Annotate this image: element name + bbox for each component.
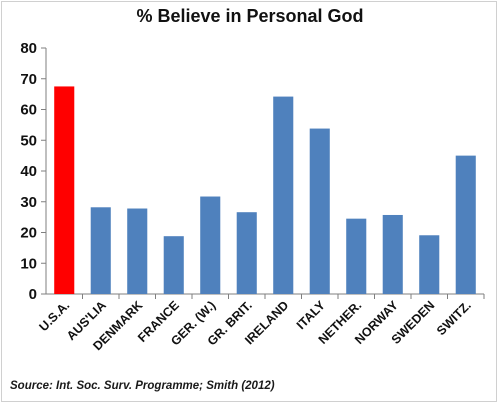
x-tick-label-11: SWITZ.: [434, 298, 474, 338]
bar-9: [382, 214, 403, 294]
y-tick-label: 50: [20, 132, 37, 149]
y-tick-label: 10: [20, 255, 37, 272]
source-note: Source: Int. Soc. Surv. Programme; Smith…: [10, 380, 275, 392]
y-tick-label: 80: [20, 40, 37, 57]
bar-10: [419, 235, 440, 294]
y-tick-label: 70: [20, 71, 37, 88]
bar-0: [54, 86, 75, 294]
y-tick-label: 0: [29, 286, 37, 303]
x-tick-label-7: ITALY: [294, 298, 328, 332]
bar-5: [236, 212, 257, 294]
bar-3: [163, 236, 184, 294]
x-tick-label-0: U.S.A.: [36, 298, 72, 334]
bar-7: [309, 128, 330, 294]
bar-4: [200, 196, 221, 294]
bar-11: [455, 155, 476, 294]
bar-2: [127, 208, 148, 294]
y-tick-label: 40: [20, 163, 37, 180]
y-tick-label: 30: [20, 194, 37, 211]
bar-6: [273, 96, 294, 295]
y-tick-label: 20: [20, 225, 37, 242]
y-tick-label: 60: [20, 102, 37, 119]
bar-1: [90, 207, 111, 294]
bar-8: [346, 218, 367, 294]
chart-title: % Believe in Personal God: [136, 6, 364, 26]
